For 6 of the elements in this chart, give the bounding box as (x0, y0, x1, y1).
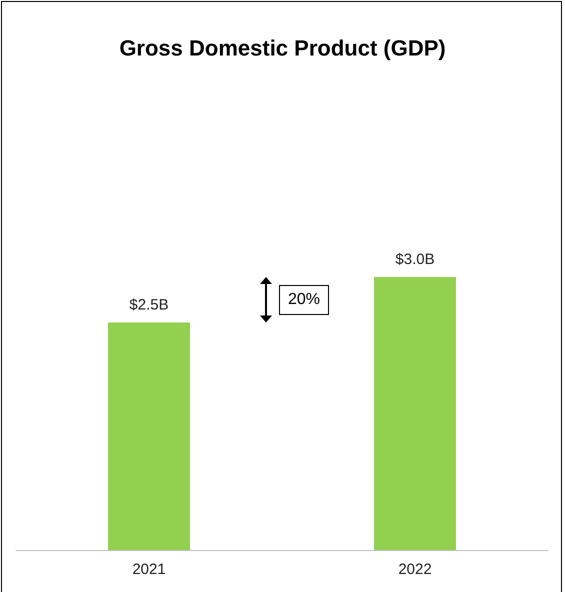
x-tick-label: 2021 (132, 561, 166, 578)
chart-title: Gross Domestic Product (GDP) (119, 36, 446, 60)
data-label: $2.5B (129, 296, 169, 314)
annotation: 20% (279, 284, 330, 315)
x-tick-label: 2022 (398, 561, 432, 578)
data-label: $3.0B (395, 251, 435, 268)
